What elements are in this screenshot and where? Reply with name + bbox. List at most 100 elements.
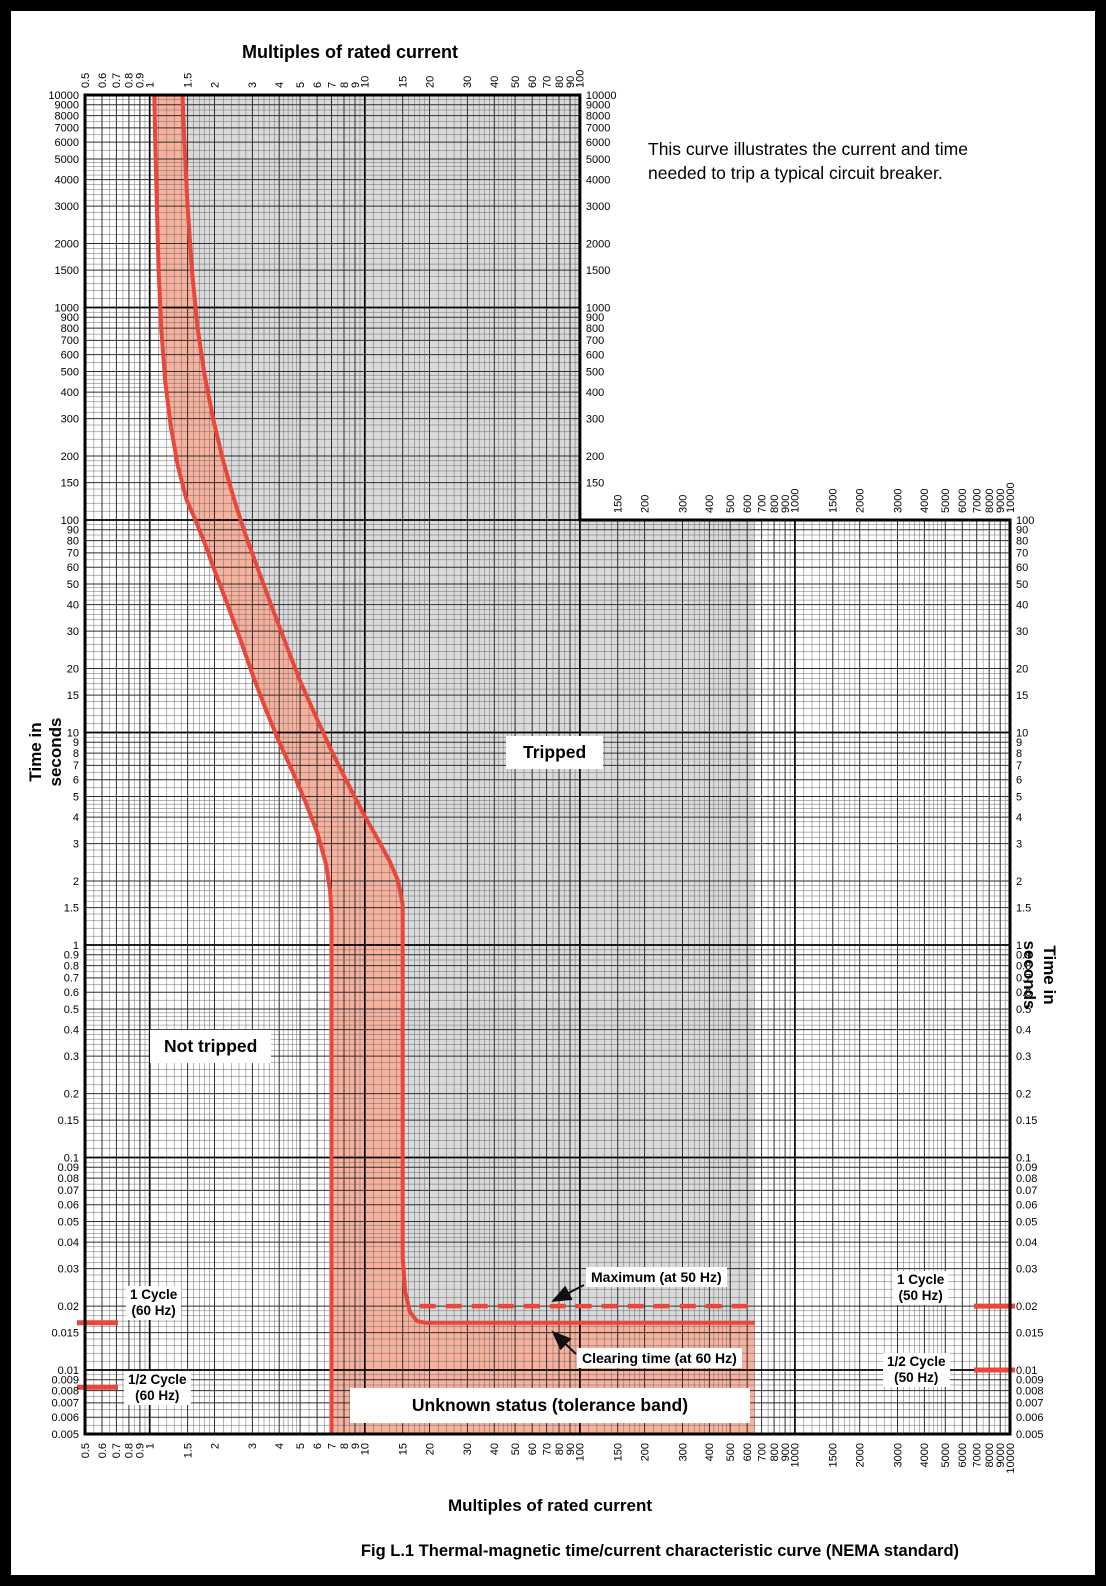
svg-text:6: 6 [312, 82, 324, 88]
svg-text:0.1: 0.1 [64, 1152, 79, 1164]
svg-text:7000: 7000 [972, 489, 984, 513]
svg-text:3000: 3000 [892, 1443, 904, 1467]
svg-text:9: 9 [1016, 737, 1022, 749]
svg-text:3000: 3000 [55, 201, 79, 213]
svg-text:400: 400 [61, 387, 79, 399]
tripped-region-label: Tripped [506, 736, 604, 769]
svg-text:1: 1 [73, 940, 79, 952]
plot-border [83, 93, 1012, 1436]
svg-text:30: 30 [67, 626, 79, 638]
svg-text:70: 70 [541, 1443, 553, 1455]
svg-text:900: 900 [586, 312, 604, 324]
cycle-marker-text: 1/2 Cycle [887, 1354, 946, 1369]
figure-description-line2: needed to trip a typical circuit breaker… [648, 163, 943, 183]
svg-text:0.04: 0.04 [58, 1237, 79, 1249]
svg-text:2: 2 [209, 82, 221, 88]
svg-text:0.005: 0.005 [1016, 1429, 1044, 1441]
svg-text:7: 7 [73, 760, 79, 772]
svg-text:300: 300 [677, 1443, 689, 1461]
svg-text:20: 20 [424, 76, 436, 88]
svg-text:10000: 10000 [586, 90, 617, 102]
svg-text:0.08: 0.08 [58, 1173, 79, 1185]
right-axis-title: Time in seconds [1020, 940, 1059, 1010]
svg-text:7000: 7000 [55, 123, 79, 135]
svg-text:600: 600 [586, 349, 604, 361]
svg-text:40: 40 [67, 599, 79, 611]
svg-text:4: 4 [274, 1443, 286, 1449]
svg-text:8: 8 [73, 748, 79, 760]
svg-text:9000: 9000 [995, 489, 1007, 513]
svg-text:15: 15 [67, 690, 79, 702]
svg-text:4: 4 [274, 82, 286, 88]
svg-text:3000: 3000 [586, 201, 610, 213]
svg-text:0.008: 0.008 [1016, 1385, 1044, 1397]
svg-text:6000: 6000 [957, 1443, 969, 1467]
svg-text:3000: 3000 [892, 489, 904, 513]
svg-text:2000: 2000 [586, 238, 610, 250]
svg-text:100: 100 [61, 515, 79, 527]
svg-text:80: 80 [67, 535, 79, 547]
svg-text:0.07: 0.07 [58, 1185, 79, 1197]
svg-text:15: 15 [398, 76, 410, 88]
cycle-marker-label-1cycle-50hz: 1 Cycle (50 Hz) [893, 1271, 949, 1305]
svg-text:0.9: 0.9 [135, 73, 147, 88]
svg-text:0.01: 0.01 [1016, 1365, 1037, 1377]
svg-text:0.5: 0.5 [80, 73, 92, 88]
svg-text:0.5: 0.5 [1016, 1004, 1031, 1016]
svg-text:0.6: 0.6 [97, 1443, 109, 1458]
svg-text:50: 50 [510, 1443, 522, 1455]
svg-text:10: 10 [360, 1443, 372, 1455]
svg-text:300: 300 [61, 413, 79, 425]
svg-text:1.5: 1.5 [64, 902, 79, 914]
svg-text:8: 8 [1016, 748, 1022, 760]
svg-text:150: 150 [613, 495, 625, 513]
left-axis-title: Time in seconds [26, 717, 65, 787]
svg-text:0.005: 0.005 [51, 1429, 79, 1441]
svg-text:600: 600 [61, 349, 79, 361]
svg-text:6000: 6000 [957, 489, 969, 513]
svg-text:0.6: 0.6 [1016, 987, 1031, 999]
svg-text:60: 60 [527, 76, 539, 88]
svg-text:20: 20 [424, 1443, 436, 1455]
svg-text:10: 10 [360, 76, 372, 88]
svg-text:800: 800 [769, 495, 781, 513]
svg-text:0.5: 0.5 [64, 1004, 79, 1016]
svg-text:0.006: 0.006 [1016, 1412, 1044, 1424]
svg-text:0.02: 0.02 [58, 1301, 79, 1313]
svg-text:2: 2 [1016, 876, 1022, 888]
svg-text:60: 60 [67, 562, 79, 574]
svg-text:0.05: 0.05 [1016, 1216, 1037, 1228]
svg-text:10000: 10000 [1005, 1443, 1017, 1474]
svg-text:0.5: 0.5 [80, 1443, 92, 1458]
svg-text:1.5: 1.5 [1016, 902, 1031, 914]
svg-text:0.15: 0.15 [1016, 1115, 1037, 1127]
svg-text:0.7: 0.7 [1016, 973, 1031, 985]
svg-text:50: 50 [1016, 579, 1028, 591]
svg-text:150: 150 [613, 1443, 625, 1461]
svg-text:1: 1 [1016, 940, 1022, 952]
svg-text:60: 60 [527, 1443, 539, 1455]
svg-text:900: 900 [61, 312, 79, 324]
svg-text:100: 100 [1016, 515, 1034, 527]
svg-text:600: 600 [742, 495, 754, 513]
svg-text:0.007: 0.007 [1016, 1398, 1044, 1410]
svg-text:8000: 8000 [984, 489, 996, 513]
svg-text:0.008: 0.008 [51, 1385, 79, 1397]
svg-text:700: 700 [586, 335, 604, 347]
svg-text:1500: 1500 [828, 1443, 840, 1467]
svg-text:5: 5 [295, 82, 307, 88]
svg-text:0.15: 0.15 [58, 1115, 79, 1127]
svg-text:1500: 1500 [55, 265, 79, 277]
svg-text:3: 3 [247, 1443, 259, 1449]
svg-text:1500: 1500 [586, 265, 610, 277]
svg-text:0.6: 0.6 [97, 73, 109, 88]
svg-text:8000: 8000 [55, 110, 79, 122]
svg-text:0.4: 0.4 [1016, 1024, 1031, 1036]
svg-text:2000: 2000 [855, 1443, 867, 1467]
svg-text:600: 600 [742, 1443, 754, 1461]
svg-text:1000: 1000 [790, 489, 802, 513]
svg-text:1500: 1500 [828, 489, 840, 513]
svg-text:5: 5 [1016, 791, 1022, 803]
svg-text:6: 6 [312, 1443, 324, 1449]
